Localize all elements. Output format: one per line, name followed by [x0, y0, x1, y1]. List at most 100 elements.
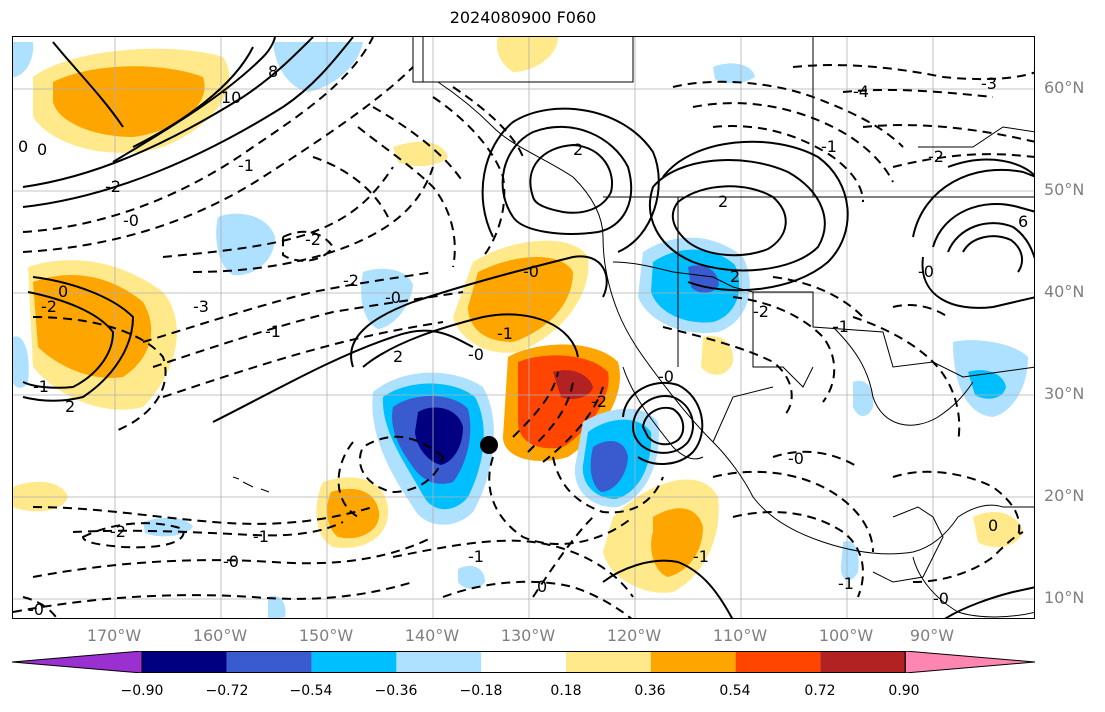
colorbar-bin [735, 651, 821, 673]
shade-positive [393, 141, 448, 167]
colorbar-outline [141, 651, 906, 673]
contour-label: -0 [918, 262, 934, 281]
contours-solid [22, 37, 1034, 618]
contour-label: -2 [928, 147, 944, 166]
contour-label: -1 [838, 574, 854, 593]
contour-label: 6 [1018, 212, 1028, 231]
contour-label: 0 [37, 140, 47, 159]
contour-label: 2 [393, 347, 403, 366]
contour-label: -0 [658, 367, 674, 386]
shading-layer [13, 37, 1028, 618]
contour-label: -2 [753, 302, 769, 321]
contour-label: -4 [853, 82, 869, 101]
contour-label: -3 [981, 74, 997, 93]
shade-negative [216, 213, 275, 276]
shade-negative [415, 407, 463, 465]
contour-label: -0 [933, 589, 949, 608]
colorbar-tick-label: 0.54 [719, 683, 751, 699]
contours-dashed [13, 37, 1034, 618]
contour-label: -2 [591, 392, 607, 411]
colorbar-tick-label: 0.18 [550, 683, 582, 699]
contour-label: 0 [58, 282, 68, 301]
contour-label: -1 [468, 547, 484, 566]
lon-label: 160°W [192, 626, 248, 645]
lon-label: 100°W [818, 626, 874, 645]
shade-positive [973, 512, 1023, 548]
contour-label: -1 [833, 317, 849, 336]
lat-label: 50°N [1044, 180, 1085, 199]
shade-negative [968, 370, 1006, 399]
shade-negative [590, 441, 628, 492]
contour-label: -0 [123, 211, 139, 230]
lon-label: 120°W [606, 626, 662, 645]
contour-label: 0 [537, 577, 547, 596]
contour-label: -3 [193, 297, 209, 316]
colorbar-extension-high [904, 650, 1036, 674]
colorbar-tick-label: −0.90 [120, 683, 164, 699]
colorbar-tick-label: −0.72 [205, 683, 249, 699]
shade-positive [53, 66, 205, 137]
colorbar-bin [481, 651, 566, 673]
shade-positive [496, 37, 558, 72]
contour-label: -1 [265, 322, 281, 341]
coastlines [232, 37, 1034, 618]
contour-label: -0 [385, 288, 401, 307]
forecast-map: -3 -4 -2 -1 2 2 8 10 0 0 -2 -0 -1 -2 -0 … [12, 36, 1035, 619]
lon-label: 110°W [712, 626, 768, 645]
lon-label: 150°W [298, 626, 354, 645]
contour-label: 2 [718, 192, 728, 211]
contour-label: -0 [468, 345, 484, 364]
colorbar [11, 650, 1036, 674]
colorbar-bin [226, 651, 312, 673]
colorbar-tick-label: −0.18 [459, 683, 503, 699]
shade-positive [13, 481, 68, 512]
colorbar-tick-label: −0.36 [374, 683, 418, 699]
colorbar-tick-label: 0.72 [804, 683, 836, 699]
contour-label: -1 [238, 156, 254, 175]
contour-label: -0 [523, 262, 539, 281]
contour-label: -2 [110, 522, 126, 541]
contour-label: -0 [788, 449, 804, 468]
contour-label: 10 [221, 88, 241, 107]
colorbar-extension-low [11, 650, 143, 674]
shade-negative [361, 268, 413, 329]
lon-label: 170°W [86, 626, 142, 645]
colorbar-bin [820, 651, 906, 673]
colorbar-bin [650, 651, 736, 673]
lon-label: 130°W [500, 626, 556, 645]
shade-negative [458, 565, 485, 589]
lat-label: 10°N [1044, 588, 1085, 607]
colorbar-tick-label: 0.90 [888, 683, 920, 699]
shade-negative [688, 265, 719, 293]
contour-label: 2 [730, 267, 740, 286]
contour-label: -2 [41, 297, 57, 316]
lat-label: 60°N [1044, 78, 1085, 97]
contour-label: 2 [65, 397, 75, 416]
map-title: 2024080900 F060 [449, 8, 597, 27]
contour-label: -2 [343, 271, 359, 290]
contour-label: 0 [18, 137, 28, 156]
shade-positive [701, 335, 734, 375]
storm-center-marker [480, 436, 498, 454]
colorbar-bin [142, 651, 227, 673]
contour-label: -1 [33, 377, 49, 396]
contour-label: -0 [28, 600, 44, 619]
lat-label: 40°N [1044, 282, 1085, 301]
colorbar-bin [311, 651, 397, 673]
contour-label: 8 [268, 62, 278, 81]
shade-negative [268, 595, 286, 618]
contour-label: -2 [305, 230, 321, 249]
shade-negative [13, 336, 29, 388]
lat-label: 30°N [1044, 384, 1085, 403]
contour-label: -1 [497, 324, 513, 343]
shade-negative [143, 517, 193, 537]
lat-label: 20°N [1044, 486, 1085, 505]
contour-label: -1 [693, 547, 709, 566]
shade-negative [713, 63, 755, 84]
shade-negative [853, 380, 874, 416]
contour-label: -0 [223, 552, 239, 571]
shade-negative [13, 42, 34, 77]
colorbar-tick-label: −0.54 [289, 683, 333, 699]
lon-label: 140°W [404, 626, 460, 645]
shade-negative [273, 42, 363, 92]
